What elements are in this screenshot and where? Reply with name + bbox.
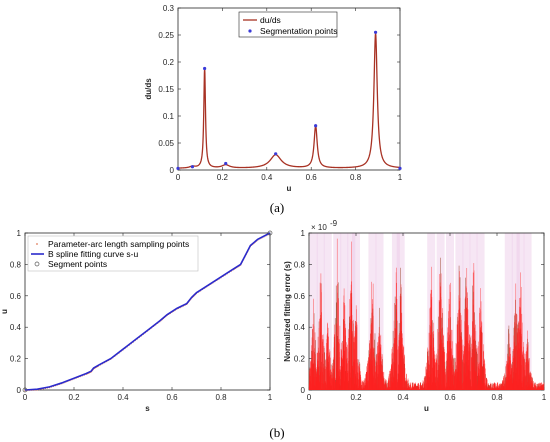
y-tick-label: 0.3 bbox=[163, 4, 175, 13]
x-tick-label: 1 bbox=[398, 173, 403, 182]
error-glow-band bbox=[504, 233, 513, 390]
x-tick-label: 0.6 bbox=[166, 393, 178, 402]
y-tick-label: 1 bbox=[301, 229, 306, 238]
panel-label-b: (b) bbox=[269, 425, 284, 440]
legend-box bbox=[238, 11, 338, 38]
legend-swatch-point bbox=[248, 29, 252, 33]
y-tick-label: 0 bbox=[301, 386, 306, 395]
chart-a: 0 0.2 0.4 0.6 0.8 1 0 0.05 0.1 0.15 0.2 0.25 0.3 u du/… bbox=[144, 4, 403, 193]
x-tick-label: 0.6 bbox=[306, 173, 318, 182]
legend-label: B spline fitting curve s-u bbox=[48, 249, 139, 259]
x-axis-label: s bbox=[145, 404, 150, 413]
x-tick-label: 0.4 bbox=[117, 393, 129, 402]
legend-box bbox=[27, 235, 199, 272]
series-error-line bbox=[308, 238, 545, 390]
y-tick-label: 0.2 bbox=[294, 355, 306, 364]
segmentation-point bbox=[373, 30, 378, 34]
legend-label: du/ds bbox=[260, 15, 281, 25]
legend-label: Segmentation points bbox=[260, 26, 338, 36]
chart-b-left: 0 0.2 0.4 0.6 0.8 1 0 0.2 0.4 0.6 0.8 1 s u Parameter-… bbox=[0, 229, 273, 413]
x-tick-label: 0.4 bbox=[261, 173, 273, 182]
y-tick-label: 0 bbox=[17, 386, 22, 395]
legend-label: Parameter-arc length sampling points bbox=[48, 239, 189, 249]
y-tick-label: 0.2 bbox=[10, 355, 22, 364]
x-tick-label: 0.8 bbox=[215, 393, 227, 402]
y-tick-label: 0.15 bbox=[158, 85, 174, 94]
series-bspline-line bbox=[24, 232, 271, 391]
segmentation-point bbox=[176, 166, 180, 170]
x-tick-label: 0.8 bbox=[491, 393, 503, 402]
y-tick-label: 0.2 bbox=[163, 58, 175, 67]
x-tick-label: 1 bbox=[268, 393, 273, 402]
x-axis-label: u bbox=[424, 404, 429, 413]
segmentation-point bbox=[203, 66, 207, 71]
y-tick-label: 0.6 bbox=[294, 292, 306, 301]
chart-b-right: 0 0.2 0.4 0.6 0.8 1 0 0.2 0.4 0.6 0.8 1 u Normalized … bbox=[283, 219, 547, 413]
error-glow-band bbox=[523, 233, 532, 390]
exponent-power: -9 bbox=[330, 219, 338, 228]
error-glow-band bbox=[323, 233, 332, 390]
x-tick-label: 0 bbox=[23, 393, 28, 402]
y-tick-label: 0 bbox=[170, 166, 175, 175]
y-tick-label: 1 bbox=[17, 229, 22, 238]
x-tick-label: 0.2 bbox=[217, 173, 229, 182]
segment-point bbox=[267, 230, 273, 236]
x-tick-label: 0.8 bbox=[350, 173, 362, 182]
segmentation-point bbox=[190, 165, 195, 169]
x-tick-label: 0.2 bbox=[350, 393, 362, 402]
x-tick-label: 0.4 bbox=[397, 393, 409, 402]
y-tick-label: 0.25 bbox=[158, 31, 174, 40]
plot-frame bbox=[24, 232, 271, 391]
x-tick-label: 0 bbox=[307, 393, 312, 402]
y-tick-label: 0.4 bbox=[294, 323, 306, 332]
y-tick-label: 0.8 bbox=[294, 260, 306, 269]
x-tick-label: 0.2 bbox=[68, 393, 80, 402]
legend-swatch-sampling bbox=[36, 243, 38, 245]
y-tick-label: 0.8 bbox=[10, 260, 22, 269]
y-axis-label: u bbox=[0, 309, 9, 314]
y-tick-label: 0.1 bbox=[163, 112, 175, 121]
legend-swatch-segment bbox=[34, 261, 40, 267]
exponent-label: × 10 bbox=[311, 223, 327, 232]
x-tick-label: 0.6 bbox=[444, 393, 456, 402]
legend-label: Segment points bbox=[48, 259, 107, 269]
panel-label-a: (a) bbox=[270, 200, 284, 215]
x-tick-label: 0 bbox=[176, 173, 181, 182]
y-tick-label: 0.4 bbox=[10, 323, 22, 332]
segmentation-point bbox=[224, 161, 228, 166]
x-axis-label: u bbox=[287, 184, 292, 193]
segmentation-point bbox=[314, 124, 318, 128]
y-tick-label: 0.05 bbox=[158, 139, 174, 148]
series-dudss-line bbox=[177, 33, 401, 169]
y-axis-label: du/ds bbox=[144, 78, 153, 100]
segment-point bbox=[22, 387, 28, 393]
y-tick-label: 0.6 bbox=[10, 292, 22, 301]
segmentation-point bbox=[274, 152, 278, 156]
x-tick-label: 1 bbox=[542, 393, 547, 402]
segmentation-point bbox=[398, 166, 402, 170]
y-axis-label: Normalized fitting error (s) bbox=[283, 261, 292, 362]
